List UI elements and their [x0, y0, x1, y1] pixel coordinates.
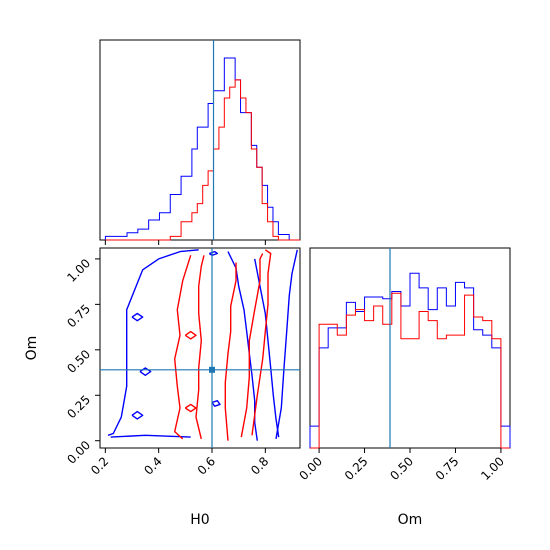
joint-xtick-label-3: 0.8: [248, 454, 271, 477]
axis-ticks: 0.2 0.4 0.6 0.8 0.00 0.25 0.50 0.75 1.00 0.00 0.25…: [64, 240, 507, 483]
contour-blue-2: [227, 251, 258, 441]
h0-hist-red-step: [105, 79, 300, 241]
contour-blue-7: [131, 410, 144, 420]
contour-blue-5: [131, 312, 144, 322]
om-xtick-label-4: 1.00: [478, 454, 507, 483]
joint-xtick-label-2: 0.6: [195, 454, 218, 477]
joint-xtick-label-1: 0.4: [141, 454, 164, 477]
om-hist-red-step: [310, 292, 510, 449]
x-axis-label-h0: H0: [190, 512, 209, 528]
joint-ytick-label-3: 0.75: [64, 302, 93, 331]
contour-red-15: [184, 330, 197, 340]
contour-red-10: [173, 255, 192, 440]
h0-hist-frame: [99, 39, 301, 241]
contour-red-16: [184, 403, 197, 413]
contour-red-13: [240, 253, 264, 438]
contour-blue-4: [275, 249, 298, 440]
contour-blue-3: [254, 258, 280, 438]
om-xtick-label-0: 0.00: [296, 454, 325, 483]
contour-blue-1: [110, 434, 191, 438]
om-xtick-label-3: 0.75: [433, 454, 462, 483]
truth-marker: [209, 366, 215, 373]
contour-blue-6: [139, 367, 152, 376]
y-axis-label-om: Om: [24, 336, 40, 361]
contour-blue-0: [107, 249, 199, 436]
om-xtick-label-2: 0.50: [387, 454, 416, 483]
contour-blue-9: [211, 400, 221, 407]
joint-contour: [100, 248, 300, 448]
h0-hist-blue-step: [104, 57, 300, 241]
joint-xtick-label-0: 0.2: [88, 454, 111, 477]
contour-blue-8: [208, 250, 219, 257]
om-xtick-label-1: 0.25: [342, 454, 371, 483]
joint-ytick-label-0: 0.00: [64, 438, 93, 467]
joint-ytick-label-4: 1.00: [64, 256, 93, 285]
contour-red-11: [195, 255, 205, 440]
joint-ytick-label-2: 0.50: [64, 347, 93, 376]
contour-red-14: [251, 249, 272, 436]
om-histogram: [309, 248, 511, 449]
x-axis-label-om: Om: [398, 512, 423, 528]
om-hist-blue-step: [309, 272, 511, 448]
joint-frame: [99, 247, 301, 449]
joint-ytick-label-1: 0.25: [64, 392, 93, 421]
h0-histogram: [104, 40, 300, 241]
contour-red-12: [224, 262, 237, 441]
